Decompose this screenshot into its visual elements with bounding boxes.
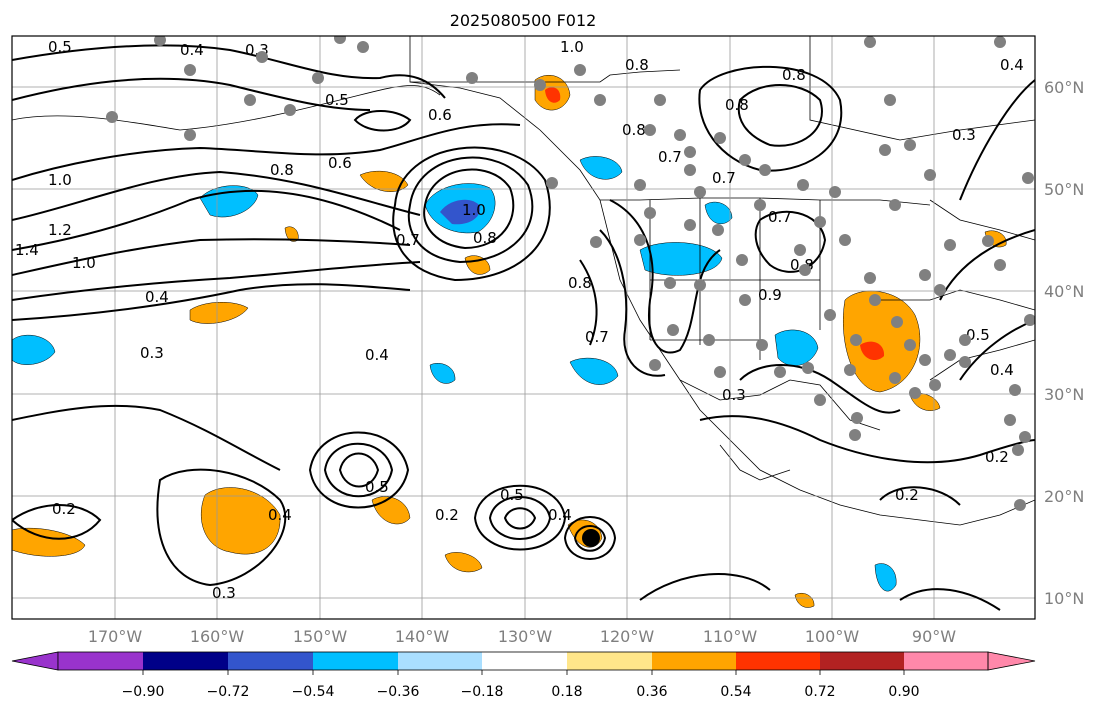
colorbar-extend-high [987, 651, 1036, 671]
contour-label: 0.4 [1000, 56, 1024, 74]
colorbar: −0.90 −0.72 −0.54 −0.36 −0.18 0.18 0.36 … [11, 651, 1036, 700]
gridlines [12, 36, 1035, 619]
contour-label-group: 0.5 0.4 0.3 0.5 0.6 0.8 0.6 1.0 0.7 0.8 … [15, 38, 1024, 602]
contour-label: 0.6 [328, 154, 352, 172]
contour-label: 0.4 [180, 41, 204, 59]
contour-label: 0.2 [895, 486, 919, 504]
latitude-axis: 60°N 50°N 40°N 30°N 20°N 10°N [1044, 78, 1084, 608]
contour-label: 0.2 [52, 500, 76, 518]
lat-label: 20°N [1044, 487, 1084, 506]
contour-label: 0.2 [435, 506, 459, 524]
contour-label: 0.6 [428, 106, 452, 124]
colorbar-bin [567, 652, 652, 670]
colorbar-bin [904, 652, 988, 670]
lon-label: 130°W [498, 627, 553, 646]
lon-label: 160°W [190, 627, 245, 646]
contour-label: 0.5 [325, 91, 349, 109]
contour-label: 0.3 [212, 584, 236, 602]
contour-label: 0.8 [568, 274, 592, 292]
contour-label: 0.5 [48, 38, 72, 56]
lon-label: 90°W [912, 627, 956, 646]
contour-label: 1.0 [560, 38, 584, 56]
colorbar-tick-label: 0.36 [636, 684, 667, 700]
colorbar-bin [736, 652, 820, 670]
colorbar-tick-label: −0.18 [461, 684, 504, 700]
colorbar-tick-label: 0.54 [720, 684, 751, 700]
contour-label: 0.4 [365, 346, 389, 364]
contour-label: 0.7 [396, 231, 420, 249]
colorbar-bin [143, 652, 228, 670]
contour-label: 0.8 [270, 161, 294, 179]
contour-label: 0.5 [500, 486, 524, 504]
contour-label: 0.3 [140, 344, 164, 362]
colorbar-tick-label: 0.72 [804, 684, 835, 700]
colorbar-tick-label: −0.90 [122, 684, 165, 700]
contour-label: 1.2 [48, 221, 72, 239]
lat-label: 40°N [1044, 282, 1084, 301]
colorbar-tick-label: 0.90 [888, 684, 919, 700]
lon-label: 140°W [395, 627, 450, 646]
colorbar-tick-label: −0.36 [377, 684, 420, 700]
lat-label: 10°N [1044, 589, 1084, 608]
contour-label: 0.3 [952, 126, 976, 144]
colorbar-bin [398, 652, 482, 670]
contour-label: 0.8 [725, 96, 749, 114]
colorbar-extend-low [11, 651, 59, 671]
lon-label: 170°W [88, 627, 143, 646]
lat-label: 60°N [1044, 78, 1084, 97]
contour-label: 1.0 [48, 171, 72, 189]
contour-label: 0.7 [658, 148, 682, 166]
contour-label: 0.7 [768, 208, 792, 226]
contour-label: 0.7 [712, 169, 736, 187]
contour-label: 0.8 [625, 56, 649, 74]
lon-label: 100°W [805, 627, 860, 646]
station-markers [106, 36, 1035, 511]
contour-label: 0.4 [268, 506, 292, 524]
longitude-axis: 170°W 160°W 150°W 140°W 130°W 120°W 110°… [88, 627, 956, 646]
colorbar-bin [652, 652, 736, 670]
lat-label: 30°N [1044, 385, 1084, 404]
contour-label: 0.4 [145, 288, 169, 306]
contour-label: 0.3 [722, 386, 746, 404]
contour-label: 0.5 [365, 478, 389, 496]
lon-label: 110°W [703, 627, 758, 646]
colorbar-bin [482, 652, 567, 670]
contour-label: 0.8 [782, 66, 806, 84]
contour-label: 1.0 [462, 201, 486, 219]
colorbar-bin [313, 652, 398, 670]
contour-label: 0.7 [585, 328, 609, 346]
contour-label: 0.5 [966, 326, 990, 344]
contour-label: 1.4 [15, 241, 39, 259]
lon-label: 120°W [600, 627, 655, 646]
contour-label: 1.0 [72, 254, 96, 272]
map-title: 2025080500 F012 [450, 11, 597, 30]
map-panel: 0.5 0.4 0.3 0.5 0.6 0.8 0.6 1.0 0.7 0.8 … [12, 36, 1035, 619]
storm-center-marker [582, 529, 600, 547]
colorbar-bin [58, 652, 143, 670]
contour-label: 0.2 [985, 448, 1009, 466]
map-frame [11, 35, 1036, 620]
contour-label: 0.4 [990, 361, 1014, 379]
contour-label: 0.9 [758, 286, 782, 304]
lon-label: 150°W [293, 627, 348, 646]
colorbar-tick-label: −0.72 [207, 684, 250, 700]
contour-label: 0.8 [473, 229, 497, 247]
contour-label: 0.8 [622, 121, 646, 139]
colorbar-bin [820, 652, 904, 670]
colorbar-tick-label: −0.54 [292, 684, 335, 700]
contours [12, 44, 1035, 611]
colorbar-tick-label: 0.18 [551, 684, 582, 700]
contour-label: 0.4 [548, 506, 572, 524]
lat-label: 50°N [1044, 180, 1084, 199]
colorbar-bin [228, 652, 313, 670]
